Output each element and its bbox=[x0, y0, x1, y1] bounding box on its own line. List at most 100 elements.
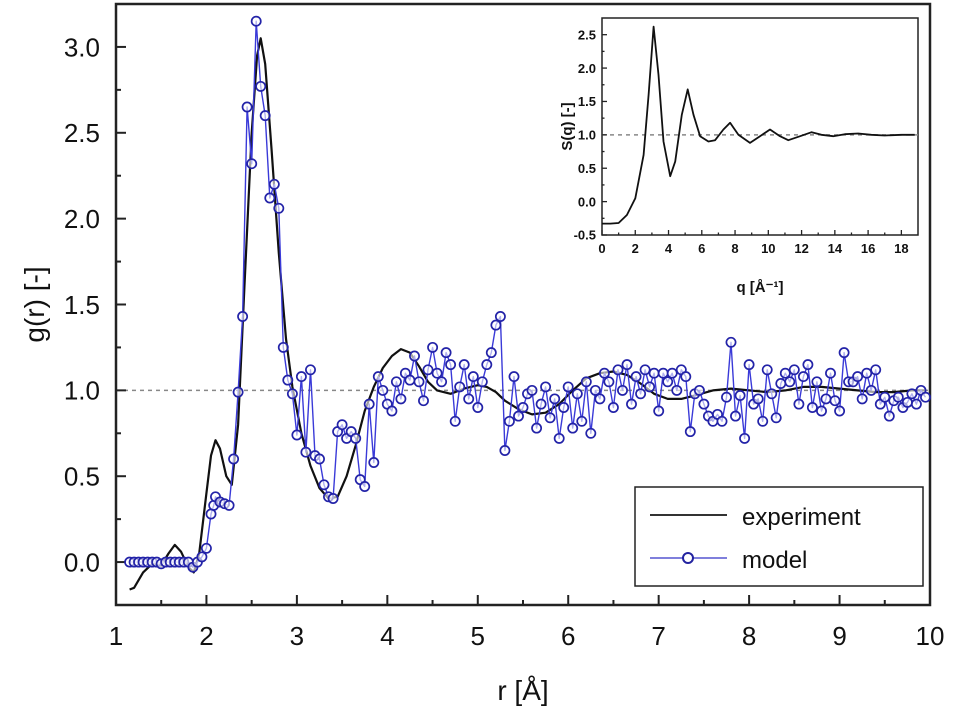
model-point bbox=[775, 378, 787, 389]
model-point bbox=[531, 422, 543, 434]
model-point bbox=[467, 371, 479, 383]
model-point bbox=[906, 388, 918, 400]
x-axis-label: q [Å⁻¹] bbox=[736, 279, 783, 296]
model-point bbox=[327, 493, 339, 504]
model-point bbox=[883, 410, 895, 422]
model-point bbox=[250, 15, 262, 27]
legend-model-label: model bbox=[742, 547, 807, 574]
model-point bbox=[752, 393, 764, 405]
model-line bbox=[129, 20, 927, 568]
model-point bbox=[644, 381, 656, 393]
model-point bbox=[721, 391, 732, 403]
model-point bbox=[508, 371, 520, 383]
model-point bbox=[517, 402, 529, 413]
model-point bbox=[567, 422, 579, 434]
model-point bbox=[716, 415, 728, 427]
model-point bbox=[820, 393, 832, 405]
model-point bbox=[806, 402, 818, 413]
x-axis-label: r [Å] bbox=[497, 675, 548, 706]
x-tick-label: 6 bbox=[561, 621, 575, 651]
model-point bbox=[431, 367, 443, 379]
model-point bbox=[404, 374, 416, 386]
y-tick-label: 3.0 bbox=[64, 32, 100, 62]
model-point bbox=[635, 388, 647, 400]
model-point bbox=[920, 391, 931, 403]
model-point bbox=[829, 395, 841, 407]
model-point bbox=[621, 359, 633, 371]
legend-experiment-label: experiment bbox=[742, 504, 861, 531]
model-point bbox=[549, 393, 561, 405]
model-point bbox=[879, 391, 891, 403]
model-point bbox=[232, 386, 244, 398]
model-point bbox=[445, 359, 457, 371]
model-point bbox=[513, 410, 524, 422]
model-point bbox=[359, 481, 371, 492]
model-point bbox=[282, 374, 294, 386]
model-point bbox=[526, 384, 538, 396]
model-point bbox=[273, 202, 285, 214]
model-point bbox=[639, 364, 651, 376]
model-point bbox=[571, 388, 583, 400]
model-point bbox=[666, 367, 678, 379]
model-point bbox=[838, 347, 850, 359]
model-point bbox=[476, 376, 488, 388]
model-point bbox=[892, 391, 904, 403]
legend-box bbox=[634, 486, 924, 587]
model-point bbox=[788, 364, 800, 376]
model-point bbox=[580, 376, 592, 388]
model-point bbox=[241, 101, 253, 113]
model-point bbox=[386, 405, 398, 417]
x-tick-label: 10 bbox=[761, 241, 775, 256]
model-point bbox=[725, 336, 737, 348]
model-point bbox=[576, 415, 588, 427]
x-tick-label: 9 bbox=[832, 621, 846, 651]
x-tick-label: 6 bbox=[698, 241, 705, 256]
model-point bbox=[558, 402, 570, 413]
model-point bbox=[585, 427, 597, 439]
model-point bbox=[657, 367, 669, 379]
model-point bbox=[264, 192, 276, 204]
plot-frame bbox=[601, 17, 919, 236]
model-point bbox=[802, 359, 814, 371]
model-point bbox=[766, 388, 778, 400]
model-point bbox=[458, 359, 470, 371]
model-point bbox=[680, 371, 692, 383]
y-tick-label: 1.0 bbox=[64, 376, 100, 406]
model-point bbox=[553, 432, 565, 444]
model-point bbox=[277, 341, 289, 353]
model-point bbox=[490, 319, 502, 331]
model-point bbox=[368, 457, 380, 468]
model-point bbox=[395, 393, 407, 405]
model-point bbox=[372, 371, 384, 383]
y-tick-label: 1.0 bbox=[578, 128, 596, 143]
model-point bbox=[200, 542, 212, 554]
model-point bbox=[544, 412, 556, 424]
model-point bbox=[739, 432, 751, 444]
model-point bbox=[336, 419, 348, 431]
model-point bbox=[607, 402, 619, 413]
x-tick-label: 4 bbox=[380, 621, 394, 651]
model-point bbox=[503, 415, 515, 427]
x-tick-label: 7 bbox=[651, 621, 665, 651]
model-point bbox=[797, 371, 809, 383]
model-point bbox=[472, 402, 484, 413]
y-axis-label: g(r) [-] bbox=[19, 266, 50, 342]
model-point bbox=[196, 551, 208, 563]
y-tick-label: 2.5 bbox=[578, 27, 596, 42]
x-tick-label: 8 bbox=[742, 621, 756, 651]
model-point bbox=[314, 453, 325, 465]
model-point bbox=[291, 429, 303, 441]
model-point bbox=[698, 398, 710, 410]
model-point bbox=[318, 479, 330, 491]
y-tick-label: 0.0 bbox=[578, 194, 596, 209]
x-tick-label: 10 bbox=[916, 621, 945, 651]
model-point bbox=[734, 390, 746, 401]
model-point bbox=[449, 415, 461, 427]
y-axis-label: S(q) [-] bbox=[559, 102, 576, 150]
model-point bbox=[779, 367, 791, 379]
y-tick-label: 2.0 bbox=[578, 61, 596, 76]
model-point bbox=[436, 376, 448, 388]
model-point bbox=[648, 367, 660, 379]
model-point bbox=[246, 158, 258, 170]
